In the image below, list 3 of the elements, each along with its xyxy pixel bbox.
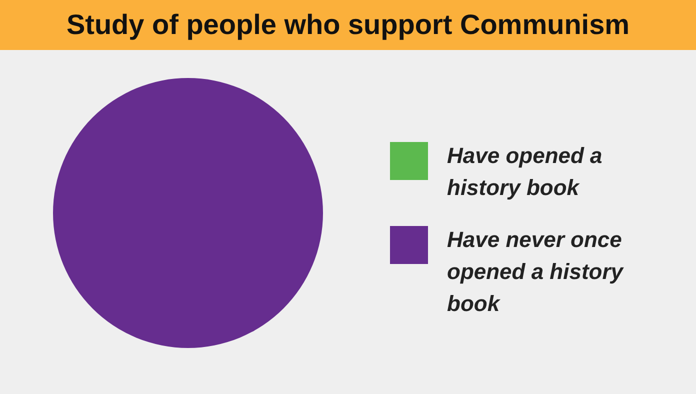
chart-title: Study of people who support Communism [0,0,696,50]
legend-label: Have opened a history book [447,142,604,202]
legend-label: Have never once opened a history book [447,226,625,318]
